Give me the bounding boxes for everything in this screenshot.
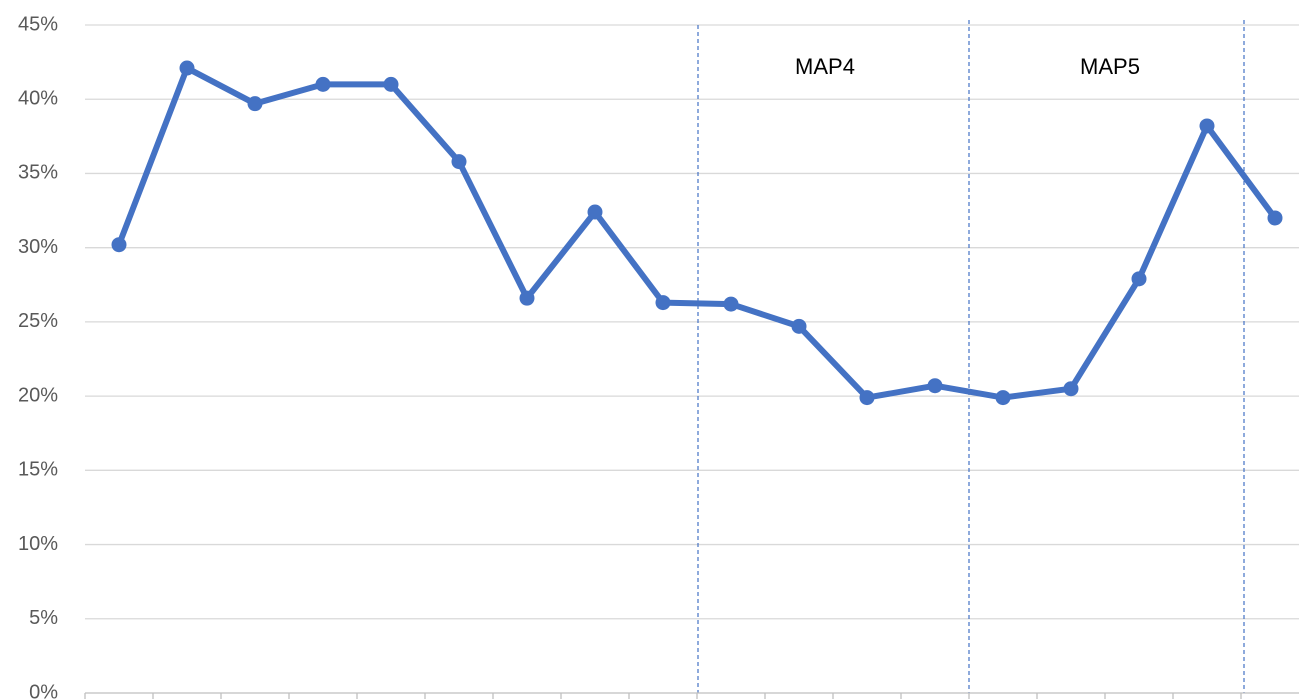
marker	[111, 237, 127, 253]
y-tick-label: 5%	[29, 607, 58, 629]
annotation: MAP5	[1080, 54, 1140, 79]
y-tick-label: 30%	[18, 236, 58, 258]
marker	[1131, 271, 1147, 287]
y-tick-label: 45%	[18, 13, 58, 35]
marker	[1199, 118, 1215, 134]
region-dividers	[697, 20, 1245, 693]
marker	[791, 318, 807, 334]
y-tick-label: 10%	[18, 533, 58, 555]
marker	[587, 204, 603, 220]
annotation: MAP4	[795, 54, 855, 79]
y-tick-label: 40%	[18, 88, 58, 110]
marker	[723, 296, 739, 312]
y-tick-label: 20%	[18, 384, 58, 406]
marker	[655, 295, 671, 311]
y-tick-label: 25%	[18, 310, 58, 332]
y-tick-label: 35%	[18, 162, 58, 184]
marker	[1267, 210, 1283, 226]
marker	[927, 378, 943, 394]
marker	[859, 390, 875, 406]
y-tick-label: 0%	[29, 681, 58, 699]
marker	[519, 290, 535, 306]
line	[116, 65, 1278, 401]
marker	[995, 390, 1011, 406]
y-tick-label: 15%	[18, 459, 58, 481]
marker	[247, 96, 263, 112]
marker	[383, 76, 399, 92]
marker	[1063, 381, 1079, 397]
grid	[85, 24, 1299, 620]
marker	[451, 154, 467, 170]
marker	[179, 60, 195, 76]
marker	[315, 76, 331, 92]
